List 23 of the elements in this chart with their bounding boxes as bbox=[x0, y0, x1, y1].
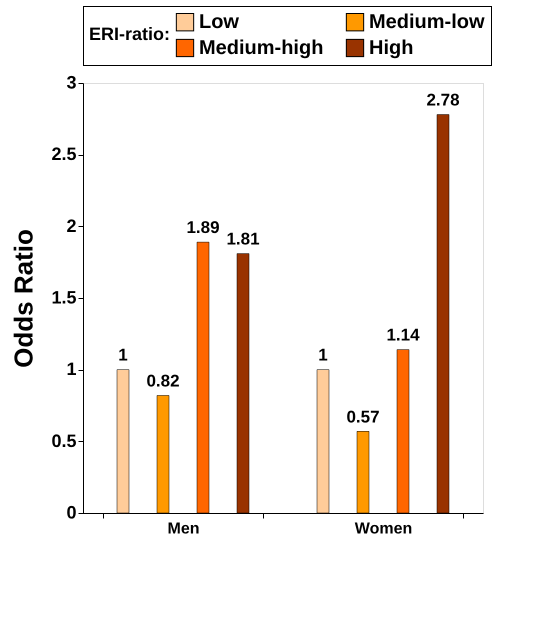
y-tick-label: 3 bbox=[66, 72, 76, 92]
legend-title: ERI-ratio: bbox=[89, 24, 170, 44]
y-tick-label: 1 bbox=[66, 359, 76, 380]
data-label: 0.57 bbox=[346, 407, 380, 426]
data-label: 2.78 bbox=[426, 90, 460, 110]
legend-label: Low bbox=[199, 11, 240, 34]
data-label: 1.89 bbox=[186, 218, 220, 238]
data-label: 1 bbox=[118, 346, 128, 365]
y-tick-label: 0.5 bbox=[51, 430, 76, 451]
legend-label: Medium-high bbox=[199, 37, 324, 59]
y-tick-label: 0 bbox=[66, 502, 76, 522]
data-label: 1.81 bbox=[226, 230, 260, 249]
y-tick-label: 2.5 bbox=[51, 144, 76, 164]
x-tick-label: Women bbox=[354, 520, 412, 538]
y-axis-title: Odds Ratio bbox=[8, 229, 38, 368]
data-label: 1 bbox=[318, 346, 328, 365]
data-label: 1.14 bbox=[386, 326, 420, 345]
x-tick-label: Men bbox=[168, 520, 200, 538]
legend-label: Medium-low bbox=[369, 11, 485, 34]
y-tick-label: 2 bbox=[66, 216, 76, 236]
y-tick-label: 1.5 bbox=[51, 288, 76, 308]
legend-label: High bbox=[369, 37, 414, 59]
data-label: 0.82 bbox=[146, 371, 180, 390]
